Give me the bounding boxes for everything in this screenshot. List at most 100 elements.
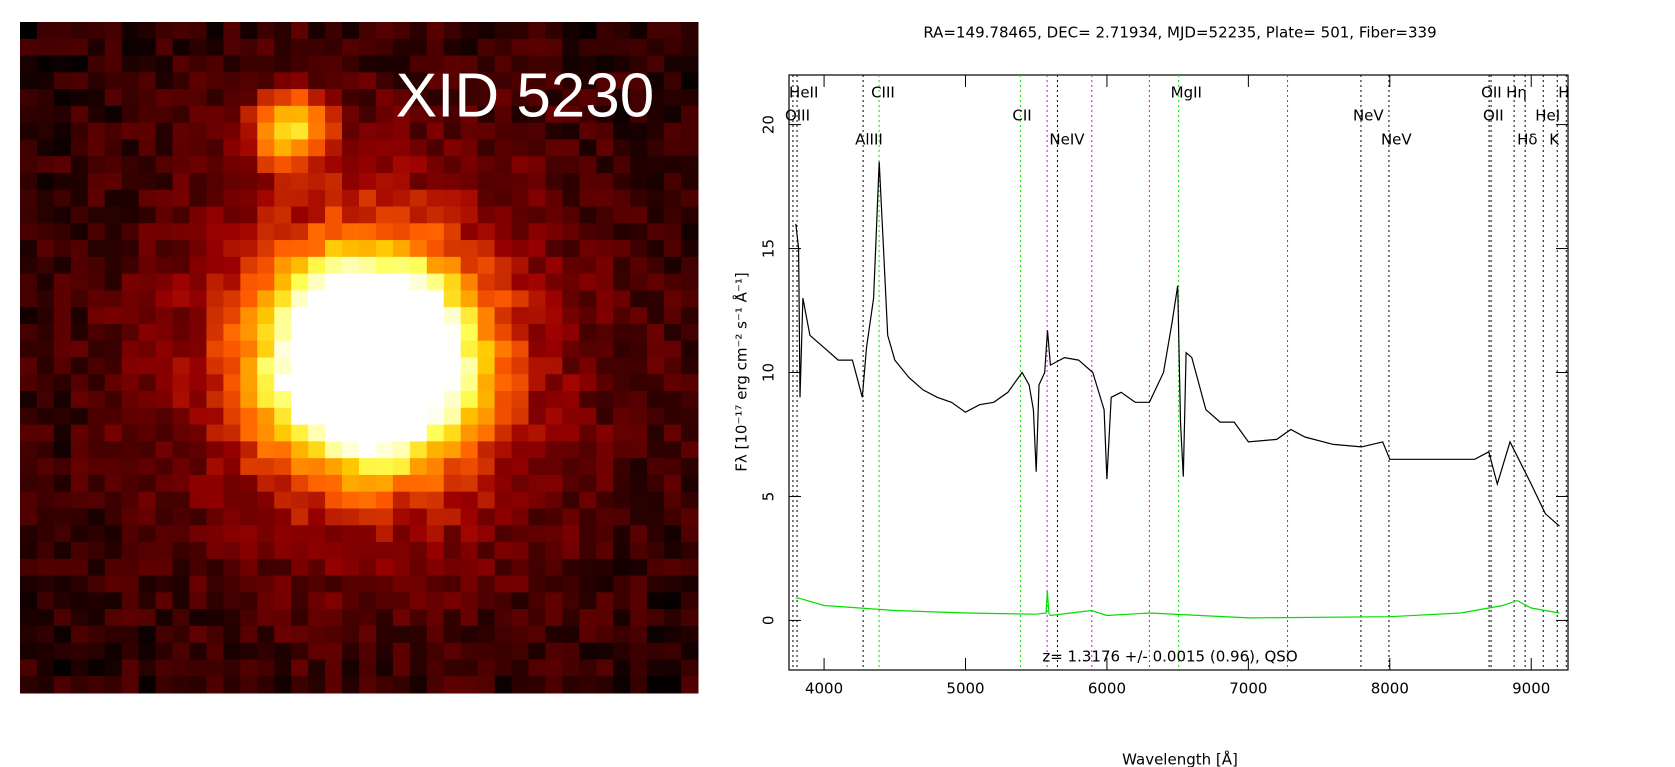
image-pixel <box>121 55 140 73</box>
image-pixel <box>189 89 207 107</box>
image-pixel <box>375 172 394 191</box>
image-pixel <box>681 676 699 694</box>
image-pixel <box>206 72 224 90</box>
image-pixel <box>613 391 631 409</box>
image-pixel <box>375 357 394 375</box>
image-pixel <box>613 642 631 660</box>
image-pixel <box>375 139 394 157</box>
image-pixel <box>664 172 682 191</box>
image-pixel <box>274 441 292 459</box>
image-pixel <box>325 525 343 543</box>
image-pixel <box>494 508 513 526</box>
spectral-line-label: AlIII <box>855 131 883 149</box>
image-pixel <box>87 474 106 493</box>
image-pixel <box>308 72 326 90</box>
image-pixel <box>172 374 190 392</box>
image-pixel <box>494 156 513 174</box>
image-pixel <box>579 206 597 224</box>
spectral-line-label: OII <box>1483 107 1504 125</box>
image-pixel <box>172 407 190 426</box>
image-pixel <box>613 374 631 392</box>
image-pixel <box>494 55 513 73</box>
image-pixel <box>392 474 411 493</box>
image-pixel <box>596 357 614 375</box>
image-pixel <box>36 223 55 241</box>
image-pixel <box>325 592 343 610</box>
image-pixel <box>528 323 546 342</box>
image-pixel <box>257 458 275 476</box>
image-pixel <box>291 139 309 157</box>
image-pixel <box>647 189 665 208</box>
image-pixel <box>494 172 513 191</box>
image-pixel <box>223 105 241 124</box>
image-pixel <box>664 22 682 40</box>
image-pixel <box>240 307 258 325</box>
image-pixel <box>121 508 140 526</box>
image-pixel <box>325 391 343 409</box>
image-pixel <box>121 290 140 308</box>
image-pixel <box>477 508 496 526</box>
image-pixel <box>87 172 106 191</box>
image-pixel <box>155 38 174 57</box>
image-pixel <box>121 659 140 677</box>
image-pixel <box>53 290 72 308</box>
image-pixel <box>545 307 563 325</box>
image-pixel <box>443 307 462 325</box>
image-pixel <box>579 105 597 124</box>
image-pixel <box>308 441 326 459</box>
image-pixel <box>325 189 343 208</box>
image-pixel <box>511 525 529 543</box>
image-pixel <box>647 424 665 442</box>
image-pixel <box>545 340 563 358</box>
image-pixel <box>53 323 72 342</box>
image-pixel <box>20 323 38 342</box>
image-pixel <box>257 625 275 644</box>
image-pixel <box>206 491 224 509</box>
image-pixel <box>409 139 428 157</box>
image-pixel <box>87 625 106 644</box>
image-pixel <box>426 22 445 40</box>
image-pixel <box>87 290 106 308</box>
image-pixel <box>240 525 258 543</box>
image-pixel <box>325 273 343 291</box>
image-pixel <box>630 89 648 107</box>
image-pixel <box>240 240 258 258</box>
image-pixel <box>36 525 55 543</box>
image-pixel <box>545 642 563 660</box>
image-pixel <box>53 659 72 677</box>
image-pixel <box>647 441 665 459</box>
image-pixel <box>664 642 682 660</box>
image-pixel <box>494 642 513 660</box>
image-pixel <box>664 122 682 140</box>
image-pixel <box>375 340 394 358</box>
image-pixel <box>664 89 682 107</box>
image-pixel <box>138 659 157 677</box>
image-pixel <box>460 206 479 224</box>
image-pixel <box>155 206 174 224</box>
image-pixel <box>70 424 89 442</box>
image-pixel <box>460 407 479 426</box>
image-pixel <box>647 340 665 358</box>
image-pixel <box>443 55 462 73</box>
image-pixel <box>240 625 258 644</box>
image-pixel <box>206 55 224 73</box>
image-pixel <box>240 206 258 224</box>
image-pixel <box>511 592 529 610</box>
image-pixel <box>477 105 496 124</box>
image-pixel <box>613 172 631 191</box>
image-pixel <box>596 407 614 426</box>
image-pixel <box>664 491 682 509</box>
image-pixel <box>291 374 309 392</box>
image-pixel <box>681 290 699 308</box>
image-pixel <box>511 374 529 392</box>
image-pixel <box>206 38 224 57</box>
image-pixel <box>342 55 360 73</box>
image-pixel <box>20 441 38 459</box>
image-pixel <box>155 357 174 375</box>
y-tick-label: 20 <box>760 115 778 134</box>
image-pixel <box>494 424 513 442</box>
image-pixel <box>138 575 157 593</box>
image-pixel <box>291 558 309 577</box>
image-pixel <box>511 542 529 560</box>
image-pixel <box>274 290 292 308</box>
